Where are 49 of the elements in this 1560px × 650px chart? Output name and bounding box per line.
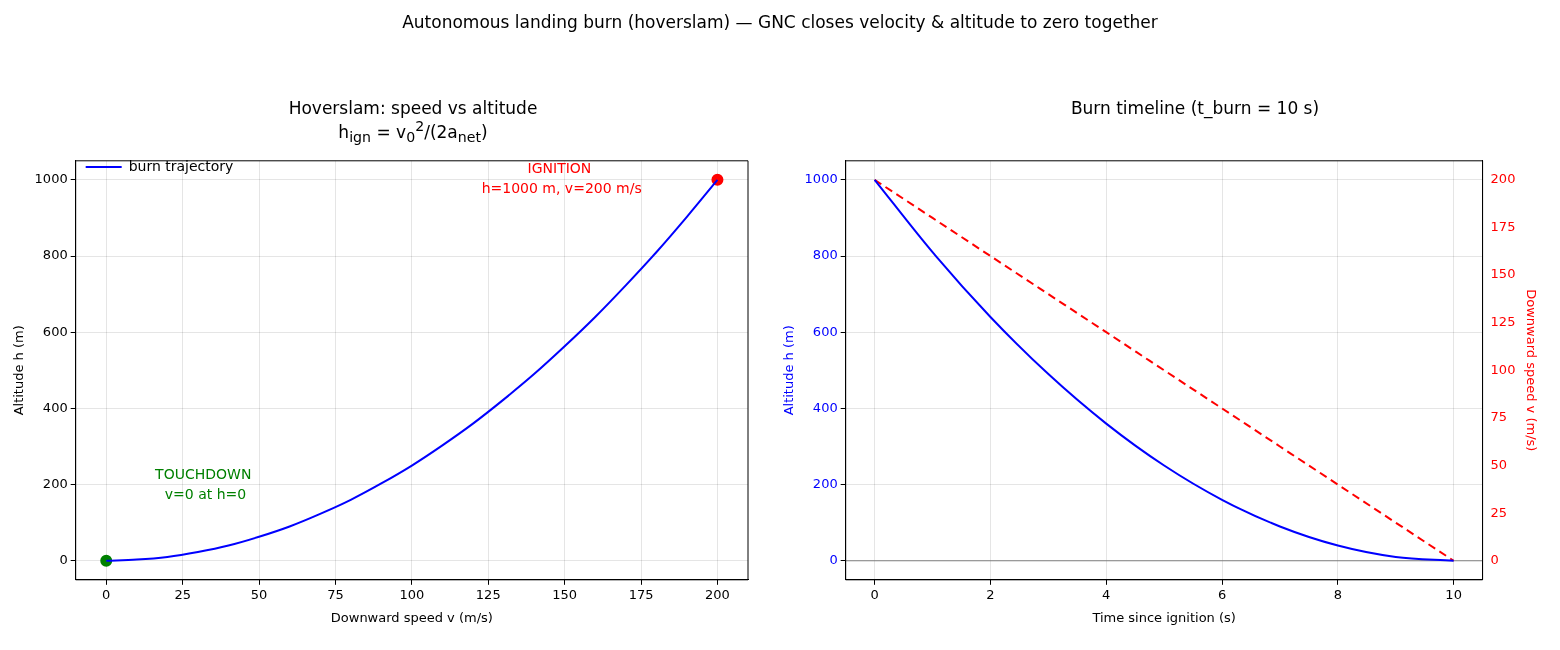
y-tick-label: 1000 (804, 171, 838, 187)
x-tick-label: 8 (1333, 586, 1342, 602)
annotation: IGNITION h=1000 m, v=200 m/s (477, 160, 642, 197)
y-tick-label: 200 (42, 475, 68, 491)
y2-tick-label: 0 (1490, 552, 1499, 568)
x-tick-label: 100 (399, 586, 425, 602)
y-tick-label: 800 (812, 247, 838, 263)
x-tick-label: 25 (174, 586, 191, 602)
x-tick-label: 2 (986, 586, 995, 602)
y-tick-label: 600 (42, 323, 68, 339)
x-tick-label: 50 (250, 586, 268, 602)
y-tick-label: 600 (812, 323, 838, 339)
x-tick-label: 125 (475, 586, 501, 602)
x-tick-label: 0 (102, 586, 111, 602)
x-axis-title: Downward speed v (m/s) (330, 609, 493, 625)
y-axis-title: Altitude h (m) (781, 325, 797, 416)
y-tick-label: 1000 (34, 171, 68, 187)
y2-tick-label: 150 (1490, 266, 1516, 282)
y2-axis-title: Downward speed v (m/s) (1523, 289, 1539, 452)
x-axis-title: Time since ignition (s) (1091, 609, 1236, 625)
x-tick-label: 200 (705, 586, 730, 602)
y-tick-label: 800 (42, 247, 68, 263)
chart-title: Burn timeline (t_burn = 10 s) (1069, 98, 1321, 118)
y2-tick-label: 75 (1490, 409, 1508, 425)
y-tick-label: 200 (812, 475, 838, 491)
annotation: TOUCHDOWN v=0 at h=0 (154, 466, 252, 503)
x-tick-label: 0 (870, 586, 879, 602)
line-series (873, 178, 1455, 562)
legend-label: burn trajectory (128, 157, 234, 174)
x-tick-label: 4 (1102, 586, 1111, 602)
y2-tick-label: 200 (1490, 171, 1516, 187)
x-tick-label: 150 (552, 586, 578, 602)
chart-title: Hoverslam: speed vs altitude (287, 98, 539, 118)
chart-subtitle: h$_{ign}$ = v$_{0}$$^{2}$/(2a$_{net}$) (337, 118, 489, 146)
y-tick-label: 400 (812, 399, 838, 415)
x-tick-label: 175 (628, 586, 654, 602)
x-tick-label: 6 (1217, 586, 1227, 602)
y2-tick-label: 25 (1490, 504, 1508, 520)
y2-tick-label: 125 (1490, 314, 1516, 330)
y2-tick-label: 50 (1490, 456, 1508, 472)
x-tick-label: 10 (1445, 586, 1462, 602)
y2-tick-label: 175 (1490, 218, 1516, 234)
y-tick-label: 400 (42, 399, 68, 415)
y-tick-label: 0 (59, 552, 68, 568)
y-tick-label: 0 (829, 552, 838, 568)
y-axis-title: Altitude h (m) (11, 325, 27, 416)
x-tick-label: 75 (327, 586, 344, 602)
y2-tick-label: 100 (1490, 361, 1516, 377)
text: Autonomous landing burn (hoverslam) — GNC closes velocity & altitude to zero together (401, 11, 1159, 32)
